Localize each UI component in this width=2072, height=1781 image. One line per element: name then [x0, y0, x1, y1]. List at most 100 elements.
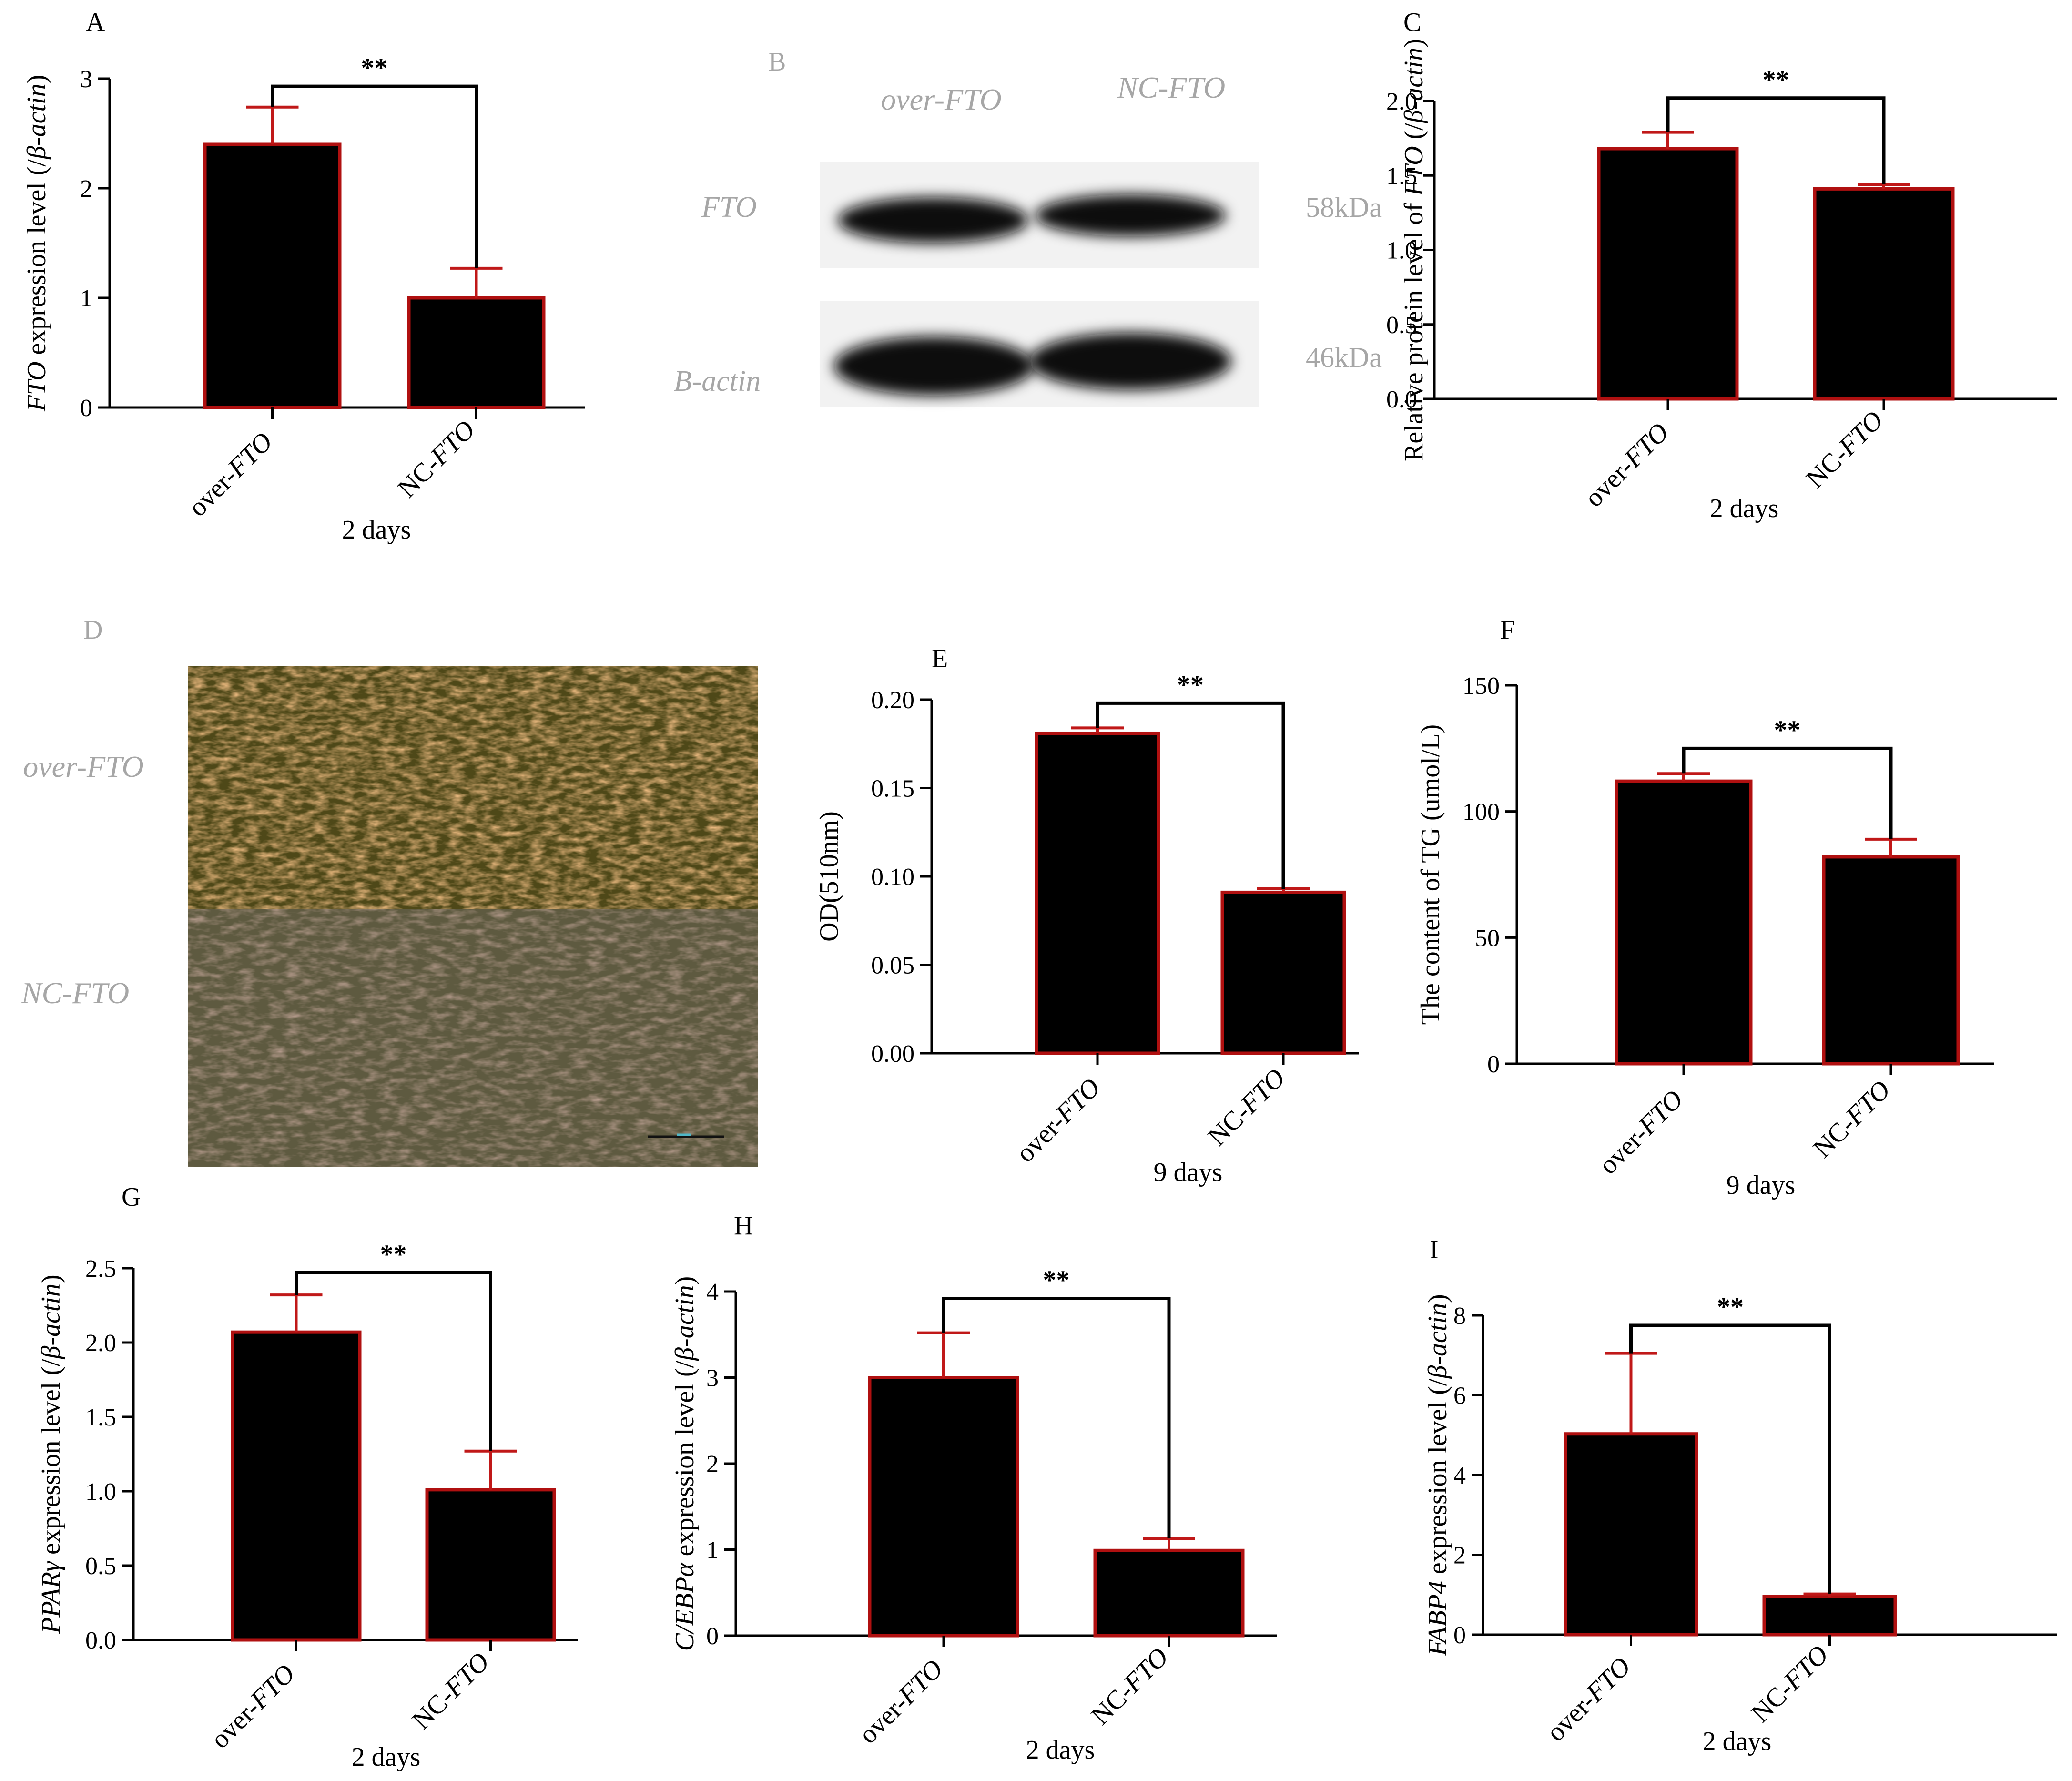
x-axis-label: 9 days [1154, 1158, 1223, 1187]
y-tick-label: 0 [706, 1623, 719, 1650]
blot-band-name-actin: B-actin [674, 365, 761, 397]
y-tick-label: 0.10 [871, 864, 914, 891]
significance-bracket [1096, 701, 1285, 889]
y-tick-label: 2.0 [85, 1330, 116, 1357]
bar-nc-fto [425, 1488, 556, 1642]
y-tick-label: 2 [80, 175, 92, 203]
significance-bracket [1666, 96, 1886, 184]
y-tick-label: 0.5 [85, 1553, 116, 1580]
x-tick-label: NC-FTO [1086, 1642, 1174, 1730]
panel-letter-a: A [86, 8, 105, 37]
y-tick-label: 50 [1475, 925, 1500, 952]
chart-panel-g: G 0.0 0.5 1.0 1.5 2.0 2.5 PPARγ expression leve… [36, 1182, 578, 1772]
x-axis-label: 2 days [1710, 494, 1779, 523]
staining-row-label-nc: NC-FTO [21, 976, 129, 1010]
x-tick-label: NC-FTO [1808, 1075, 1896, 1163]
y-axis-label: PPARγ expression level (/β-actin) [36, 1274, 66, 1634]
y-tick-label: 6 [1453, 1383, 1466, 1410]
significance-bracket [1682, 746, 1893, 839]
y-tick-label: 0.15 [871, 775, 914, 803]
x-tick-label: over-FTO [1541, 1651, 1637, 1747]
y-tick-label: 0.5 [1386, 312, 1417, 339]
bar-nc-fto [1813, 187, 1955, 401]
y-axis-label: C/EBPα expression level (/β-actin) [670, 1276, 700, 1651]
y-tick-label: 2.0 [1386, 88, 1417, 115]
bar-over-fto [1035, 731, 1160, 1055]
y-axis-label: Relative protein level of FTO (/β-actin) [1399, 39, 1429, 461]
y-axis-label: FABP4 expression level (/β-actin) [1423, 1294, 1452, 1656]
blot-band-actin-nc [1029, 333, 1231, 390]
y-axis-label: The content of TG (umol/L) [1416, 724, 1445, 1025]
y-tick-label: 2 [706, 1451, 719, 1478]
staining-photo-nc-texture [188, 909, 758, 1167]
staining-panel: D over-FTO NC-FTO [21, 615, 758, 1167]
significance-bracket [942, 1296, 1171, 1539]
y-tick-label: 8 [1453, 1303, 1466, 1330]
x-tick-label: over-FTO [1011, 1072, 1107, 1168]
y-tick-label: 2 [1453, 1542, 1466, 1569]
y-tick-label: 3 [80, 66, 92, 93]
x-axis-label: 2 days [1026, 1735, 1095, 1765]
bar-nc-fto [1822, 855, 1960, 1066]
y-tick-label: 1.5 [1386, 163, 1417, 190]
bar-nc-fto [1093, 1548, 1245, 1638]
bar-over-fto [1597, 147, 1739, 401]
y-tick-label: 0 [1487, 1051, 1500, 1078]
significance-label: ** [1177, 670, 1204, 700]
blot-band-fto-over [838, 197, 1028, 243]
blot-band-name-fto: FTO [701, 191, 757, 224]
bar-over-fto [1615, 779, 1753, 1066]
x-tick-label: over-FTO [1594, 1084, 1689, 1180]
y-tick-label: 150 [1463, 672, 1500, 700]
x-tick-label: NC-FTO [392, 415, 481, 503]
chart-panel-h: H 0 1 2 3 4C/EBPα expression level (/β-actin)… [670, 1211, 1277, 1765]
y-tick-label: 1 [80, 285, 92, 312]
y-tick-label: 2.5 [85, 1255, 116, 1282]
x-tick-label: NC-FTO [1202, 1063, 1291, 1151]
significance-label: ** [1774, 715, 1801, 745]
y-tick-label: 0.00 [871, 1040, 914, 1068]
y-tick-label: 1.0 [1386, 237, 1417, 265]
chart-panel-f: F 0 50 100 150 The content of TG (umol/L) over… [1416, 615, 1994, 1200]
bar-nc-fto [1762, 1595, 1897, 1637]
significance-label: ** [361, 53, 388, 83]
chart-panel-a: A 0 1 2 3 FTO expression level (/β-actin) over… [22, 8, 585, 545]
panel-letter-f: F [1500, 615, 1515, 645]
y-tick-label: 0.0 [1386, 386, 1417, 413]
panel-letter-h: H [734, 1211, 753, 1241]
blot-band-fto-nc [1035, 194, 1226, 236]
y-tick-label: 100 [1463, 799, 1500, 826]
bar-over-fto [868, 1376, 1019, 1638]
blot-lane-label-over: over-FTO [881, 82, 1002, 116]
staining-row-label-over: over-FTO [23, 750, 144, 784]
panel-letter-g: G [122, 1182, 141, 1212]
x-tick-label: over-FTO [205, 1659, 301, 1754]
bar-nc-fto [407, 296, 546, 409]
y-axis-label: FTO expression level (/β-actin) [22, 75, 51, 412]
x-tick-label: NC-FTO [1746, 1639, 1834, 1728]
bar-nc-fto [1220, 890, 1346, 1055]
x-axis-label: 2 days [352, 1742, 421, 1772]
staining-photo-over-texture [188, 666, 758, 909]
blot-band-size-actin: 46kDa [1306, 342, 1382, 373]
y-tick-label: 3 [706, 1365, 719, 1392]
x-tick-label: NC-FTO [1800, 405, 1889, 494]
significance-bracket [271, 84, 478, 268]
bar-over-fto [231, 1330, 362, 1642]
blot-lane-label-nc: NC-FTO [1117, 71, 1225, 104]
significance-label: ** [380, 1240, 407, 1269]
x-axis-label: 2 days [1703, 1727, 1772, 1756]
panel-letter-c: C [1403, 8, 1421, 37]
x-axis-label: 2 days [342, 515, 411, 545]
panel-letter-d: D [83, 615, 102, 645]
panel-letter-b: B [768, 47, 786, 77]
y-tick-label: 0.05 [871, 952, 914, 979]
significance-label: ** [1763, 65, 1789, 95]
x-tick-label: over-FTO [1579, 417, 1675, 513]
significance-label: ** [1717, 1292, 1744, 1322]
y-tick-label: 1.5 [85, 1404, 116, 1431]
panel-letter-i: I [1430, 1235, 1439, 1264]
